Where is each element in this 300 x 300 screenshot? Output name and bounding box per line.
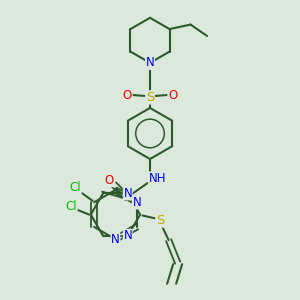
Text: O: O (168, 88, 177, 101)
Text: N: N (111, 233, 120, 246)
Text: N: N (132, 196, 141, 209)
Text: Cl: Cl (65, 200, 77, 213)
Text: O: O (123, 88, 132, 101)
Text: O: O (105, 173, 114, 187)
Text: N: N (146, 56, 154, 69)
Text: S: S (146, 91, 154, 104)
Text: S: S (156, 214, 165, 227)
Text: N: N (123, 187, 132, 200)
Text: Cl: Cl (69, 182, 81, 194)
Text: NH: NH (149, 172, 166, 185)
Text: N: N (123, 230, 132, 242)
